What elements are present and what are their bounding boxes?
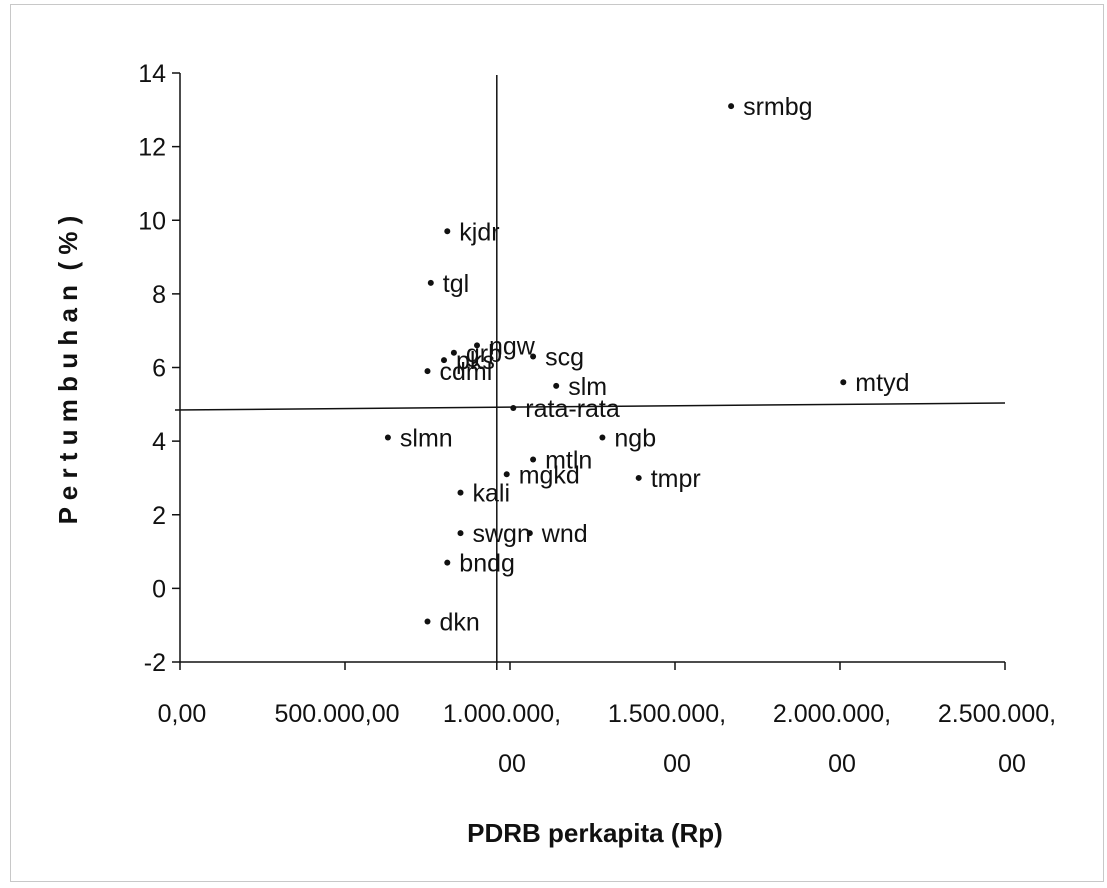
data-point-label: grb: [466, 340, 502, 368]
y-tick-label: -2: [144, 649, 166, 677]
data-point-label: ngw: [489, 332, 536, 360]
y-tick-label: 14: [138, 60, 166, 88]
x-tick-label: 00: [828, 750, 856, 778]
data-point-label: swgn: [473, 520, 531, 548]
data-point: [457, 489, 464, 496]
y-tick-label: 10: [138, 207, 166, 235]
data-point: [427, 279, 434, 286]
y-tick-label: 2: [152, 502, 166, 530]
data-point-label: dkn: [440, 609, 480, 637]
data-point: [424, 368, 431, 375]
y-tick-label: 8: [152, 281, 166, 309]
data-point-label: pks: [456, 347, 495, 375]
data-point-label: tgl: [443, 270, 469, 298]
x-tick-label: 500.000,00: [274, 700, 399, 728]
data-point: [840, 379, 847, 386]
data-point-label: kali: [473, 480, 511, 508]
x-tick-label: 00: [498, 750, 526, 778]
data-point-label: mtln: [545, 447, 592, 475]
data-point: [553, 382, 560, 389]
data-point-label: mtyd: [855, 369, 909, 397]
data-point-label: cdml: [440, 358, 493, 386]
data-point-label: slm: [568, 373, 607, 401]
data-point: [728, 103, 735, 110]
data-point: [444, 559, 451, 566]
data-point: [635, 474, 642, 481]
data-point-label: wnd: [541, 520, 588, 548]
x-tick-label: 2.000.000,: [773, 700, 891, 728]
data-point-label: tmpr: [651, 465, 701, 493]
data-point: [599, 434, 606, 441]
y-tick-label: 4: [152, 428, 166, 456]
data-point: [474, 342, 480, 349]
data-point: [530, 353, 537, 360]
data-point-label: bndg: [459, 550, 515, 578]
data-point-label: mgkd: [519, 461, 580, 489]
chart-frame: [10, 4, 1104, 882]
data-point-label: kjdr: [459, 218, 499, 246]
x-axis-title: PDRB perkapita (Rp): [467, 818, 723, 848]
data-point-label: rata-rata: [525, 395, 620, 423]
y-tick-label: 6: [152, 355, 166, 383]
horizontal-reference-line: [174, 402, 1006, 411]
data-point-label: ngb: [614, 424, 656, 452]
y-axis-title: P e r t u m b u h a n ( % ): [53, 216, 83, 525]
x-tick-label: 00: [663, 750, 691, 778]
data-point-label: slmn: [400, 424, 453, 452]
data-point: [384, 434, 391, 441]
data-point: [526, 530, 533, 537]
data-point-label: srmbg: [743, 93, 812, 121]
data-point: [444, 228, 451, 235]
data-point: [510, 404, 517, 411]
data-point: [450, 349, 457, 356]
data-point-label: scg: [545, 343, 584, 371]
x-tick-label: 00: [998, 750, 1026, 778]
y-tick-label: 12: [138, 134, 166, 162]
x-tick-label: 2.500.000,: [938, 700, 1056, 728]
data-point: [457, 530, 464, 537]
data-point: [503, 471, 510, 478]
data-point: [530, 456, 537, 463]
data-point: [424, 618, 431, 625]
x-tick-label: 0,00: [158, 700, 207, 728]
x-tick-label: 1.000.000,: [443, 700, 561, 728]
y-tick-label: 0: [152, 575, 166, 603]
x-tick-label: 1.500.000,: [608, 700, 726, 728]
data-point: [441, 357, 447, 364]
